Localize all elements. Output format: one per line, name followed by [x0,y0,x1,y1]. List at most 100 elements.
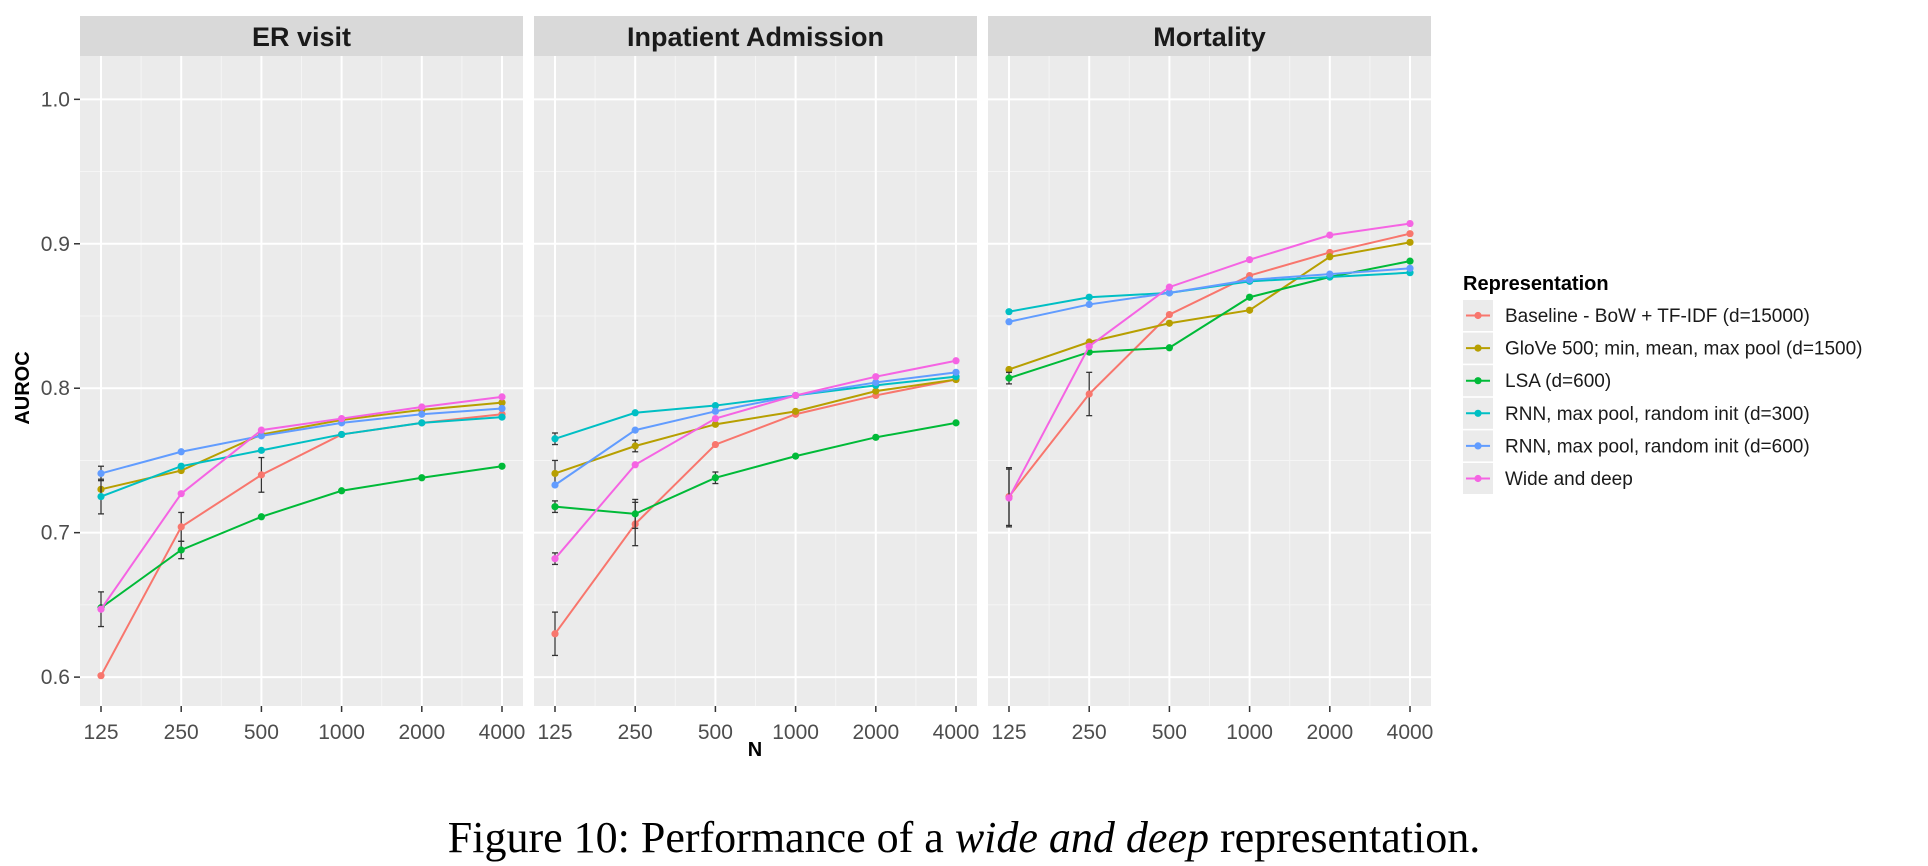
data-point [1246,306,1254,314]
data-point [1165,310,1173,319]
data-point [551,469,559,478]
data-point [872,378,880,387]
series-line [554,371,957,486]
auroc-faceted-line-chart: ER visit 125 250 500 1000 2000 4000 0.6 0.7 0.8 0.… [12,16,1863,761]
data-point [498,404,506,413]
data-point [97,469,105,478]
data-point [872,373,880,381]
legend-item-wide-and-deep: Wide and deep [1463,463,1633,494]
series-line [1008,232,1411,498]
data-point [711,474,720,482]
x-tick-label: 4000 [933,721,980,744]
series-line [554,378,957,635]
y-tick-label: 0.6 [41,666,70,689]
data-point [177,448,185,456]
legend-item-glove-500-min-mean-max-pool-d-1500: GloVe 500; min, mean, max pool (d=1500) [1463,332,1863,364]
panel-strip [80,16,523,56]
x-tick-label: 250 [164,721,199,744]
data-point [1165,289,1173,297]
data-point [792,391,800,400]
x-tick-label: 250 [618,721,653,744]
data-point [711,407,720,415]
data-point [498,393,506,401]
panel-title-er-visit: ER visit [252,22,351,52]
data-point [97,492,105,501]
data-point [1005,494,1013,502]
data-point [1005,374,1013,382]
series-line [1008,241,1411,371]
x-tick-label: 125 [991,721,1026,744]
x-tick-label: 1000 [1226,721,1273,744]
data-point [631,409,639,417]
legend-label: Wide and deep [1505,469,1633,490]
data-point [177,490,185,498]
data-point [418,410,426,418]
data-point [1246,256,1254,264]
series-wide-and-deep [1005,219,1414,528]
data-point [177,546,185,554]
data-point [1326,253,1334,261]
y-axis-title: AUROC [12,351,34,424]
legend-items: Baseline - BoW + TF-IDF (d=15000) GloVe 5… [1463,300,1863,494]
caption-suffix: representation. [1209,813,1481,862]
data-point [1406,238,1414,246]
data-point [631,461,639,469]
data-point [551,555,559,563]
data-point [1406,219,1414,228]
x-tick-label: 2000 [852,721,899,744]
data-point [551,481,559,489]
series-line [1008,267,1411,323]
data-point [551,503,559,511]
data-point [257,432,265,440]
series-wide-and-deep [97,393,506,628]
series-line [554,378,957,475]
legend-item-rnn-max-pool-random-init-d-300: RNN, max pool, random init (d=300) [1463,397,1810,429]
x-tick-label: 500 [244,721,279,744]
x-axis-title: N [748,739,762,761]
series-rnn-max-pool-random-init-d-300 [97,413,506,515]
data-point [1326,270,1334,278]
legend-key-point [1474,442,1482,450]
data-point [257,513,265,521]
series-lsa-d-600 [551,419,960,529]
y-tick-label: 0.8 [41,377,70,400]
data-point [1246,276,1254,284]
data-point [1406,230,1414,238]
data-point [1326,231,1334,239]
data-point [1085,293,1093,301]
data-point [97,672,105,680]
y-tick-label: 0.7 [41,522,70,545]
data-point [257,446,265,454]
data-point [872,387,880,395]
y-tick-label: 0.9 [41,233,70,256]
x-tick-label: 4000 [1387,721,1434,744]
data-point [792,407,800,415]
data-point [872,433,880,441]
legend-item-rnn-max-pool-random-init-d-600: RNN, max pool, random init (d=600) [1463,430,1810,462]
legend-key-point [1474,377,1482,385]
data-point [631,426,639,434]
data-point [952,419,960,427]
x-tick-label: 2000 [1306,721,1353,744]
series-line [1008,260,1411,380]
data-point [711,440,720,449]
data-point [97,605,105,613]
data-point [711,420,720,428]
series-line [554,359,957,560]
data-point [792,452,800,460]
panel-title-inpatient-admission: Inpatient Admission [627,22,884,52]
legend-label: RNN, max pool, random init (d=600) [1505,436,1810,457]
figure-caption: Figure 10: Performance of a wide and dee… [0,812,1928,863]
data-point [1165,283,1173,291]
panel-title-mortality: Mortality [1153,22,1266,52]
legend-label: LSA (d=600) [1505,371,1611,392]
panel-mortality: Mortality 125 250 500 1000 2000 4000 [988,16,1433,744]
x-tick-label: 125 [83,721,118,744]
caption-prefix: Figure 10: Performance of a [447,813,955,862]
series-line [100,407,503,475]
series-line [100,395,503,610]
data-point [338,430,346,439]
data-point [257,471,265,479]
data-point [551,630,559,638]
series-line [554,421,957,515]
